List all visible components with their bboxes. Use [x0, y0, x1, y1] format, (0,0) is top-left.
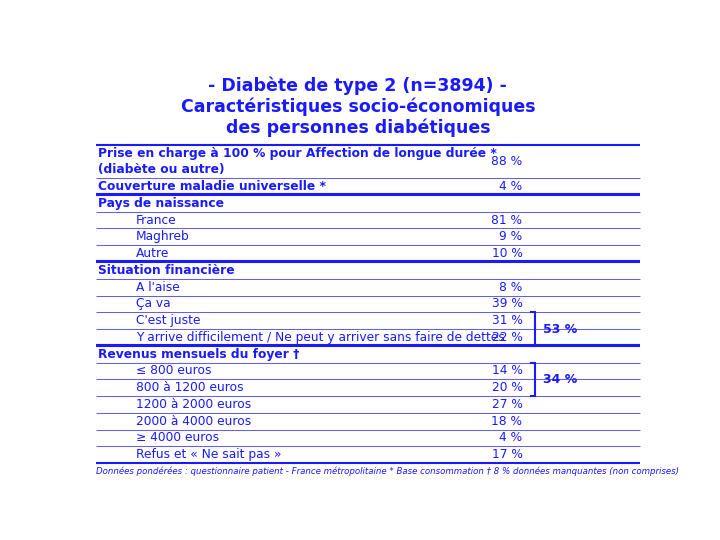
Text: 27 %: 27 %	[492, 398, 523, 411]
Text: 14 %: 14 %	[492, 364, 523, 377]
Text: Revenus mensuels du foyer †: Revenus mensuels du foyer †	[99, 348, 300, 361]
Text: des personnes diabétiques: des personnes diabétiques	[225, 118, 490, 137]
Text: 31 %: 31 %	[492, 314, 523, 327]
Text: 9 %: 9 %	[500, 231, 523, 244]
Text: 2000 à 4000 euros: 2000 à 4000 euros	[136, 415, 251, 428]
Text: 20 %: 20 %	[492, 381, 523, 394]
Text: ≥ 4000 euros: ≥ 4000 euros	[136, 431, 219, 444]
Text: Autre: Autre	[136, 247, 169, 260]
Text: - Diabète de type 2 (n=3894) -: - Diabète de type 2 (n=3894) -	[208, 77, 508, 95]
Text: 88 %: 88 %	[491, 155, 523, 168]
Text: A l'aise: A l'aise	[136, 281, 179, 294]
Text: 18 %: 18 %	[492, 415, 523, 428]
Text: 4 %: 4 %	[500, 431, 523, 444]
Text: 4 %: 4 %	[500, 180, 523, 193]
Text: France: France	[136, 213, 176, 227]
Text: 8 %: 8 %	[499, 281, 523, 294]
Text: Ça va: Ça va	[136, 298, 171, 310]
Text: 10 %: 10 %	[492, 247, 523, 260]
Text: Données pondérées : questionnaire patient - France métropolitaine * Base consomm: Données pondérées : questionnaire patien…	[96, 466, 678, 476]
Text: Pays de naissance: Pays de naissance	[99, 197, 225, 210]
Text: 39 %: 39 %	[492, 298, 523, 310]
Text: Refus et « Ne sait pas »: Refus et « Ne sait pas »	[136, 448, 282, 461]
Text: C'est juste: C'est juste	[136, 314, 200, 327]
Text: Y arrive difficilement / Ne peut y arriver sans faire de dettes: Y arrive difficilement / Ne peut y arriv…	[136, 331, 505, 344]
Text: 17 %: 17 %	[492, 448, 523, 461]
Text: 22 %: 22 %	[492, 331, 523, 344]
Text: 81 %: 81 %	[492, 213, 523, 227]
Text: Couverture maladie universelle *: Couverture maladie universelle *	[99, 180, 326, 193]
Text: 34 %: 34 %	[543, 373, 577, 386]
Text: Maghreb: Maghreb	[136, 231, 189, 244]
Text: Situation financière: Situation financière	[99, 264, 235, 277]
Text: 800 à 1200 euros: 800 à 1200 euros	[136, 381, 243, 394]
Text: ≤ 800 euros: ≤ 800 euros	[136, 364, 211, 377]
Text: 53 %: 53 %	[543, 322, 577, 335]
Text: 1200 à 2000 euros: 1200 à 2000 euros	[136, 398, 251, 411]
Text: Caractéristiques socio-économiques: Caractéristiques socio-économiques	[181, 97, 535, 116]
Text: Prise en charge à 100 % pour Affection de longue durée *
(diabète ou autre): Prise en charge à 100 % pour Affection d…	[99, 147, 498, 176]
